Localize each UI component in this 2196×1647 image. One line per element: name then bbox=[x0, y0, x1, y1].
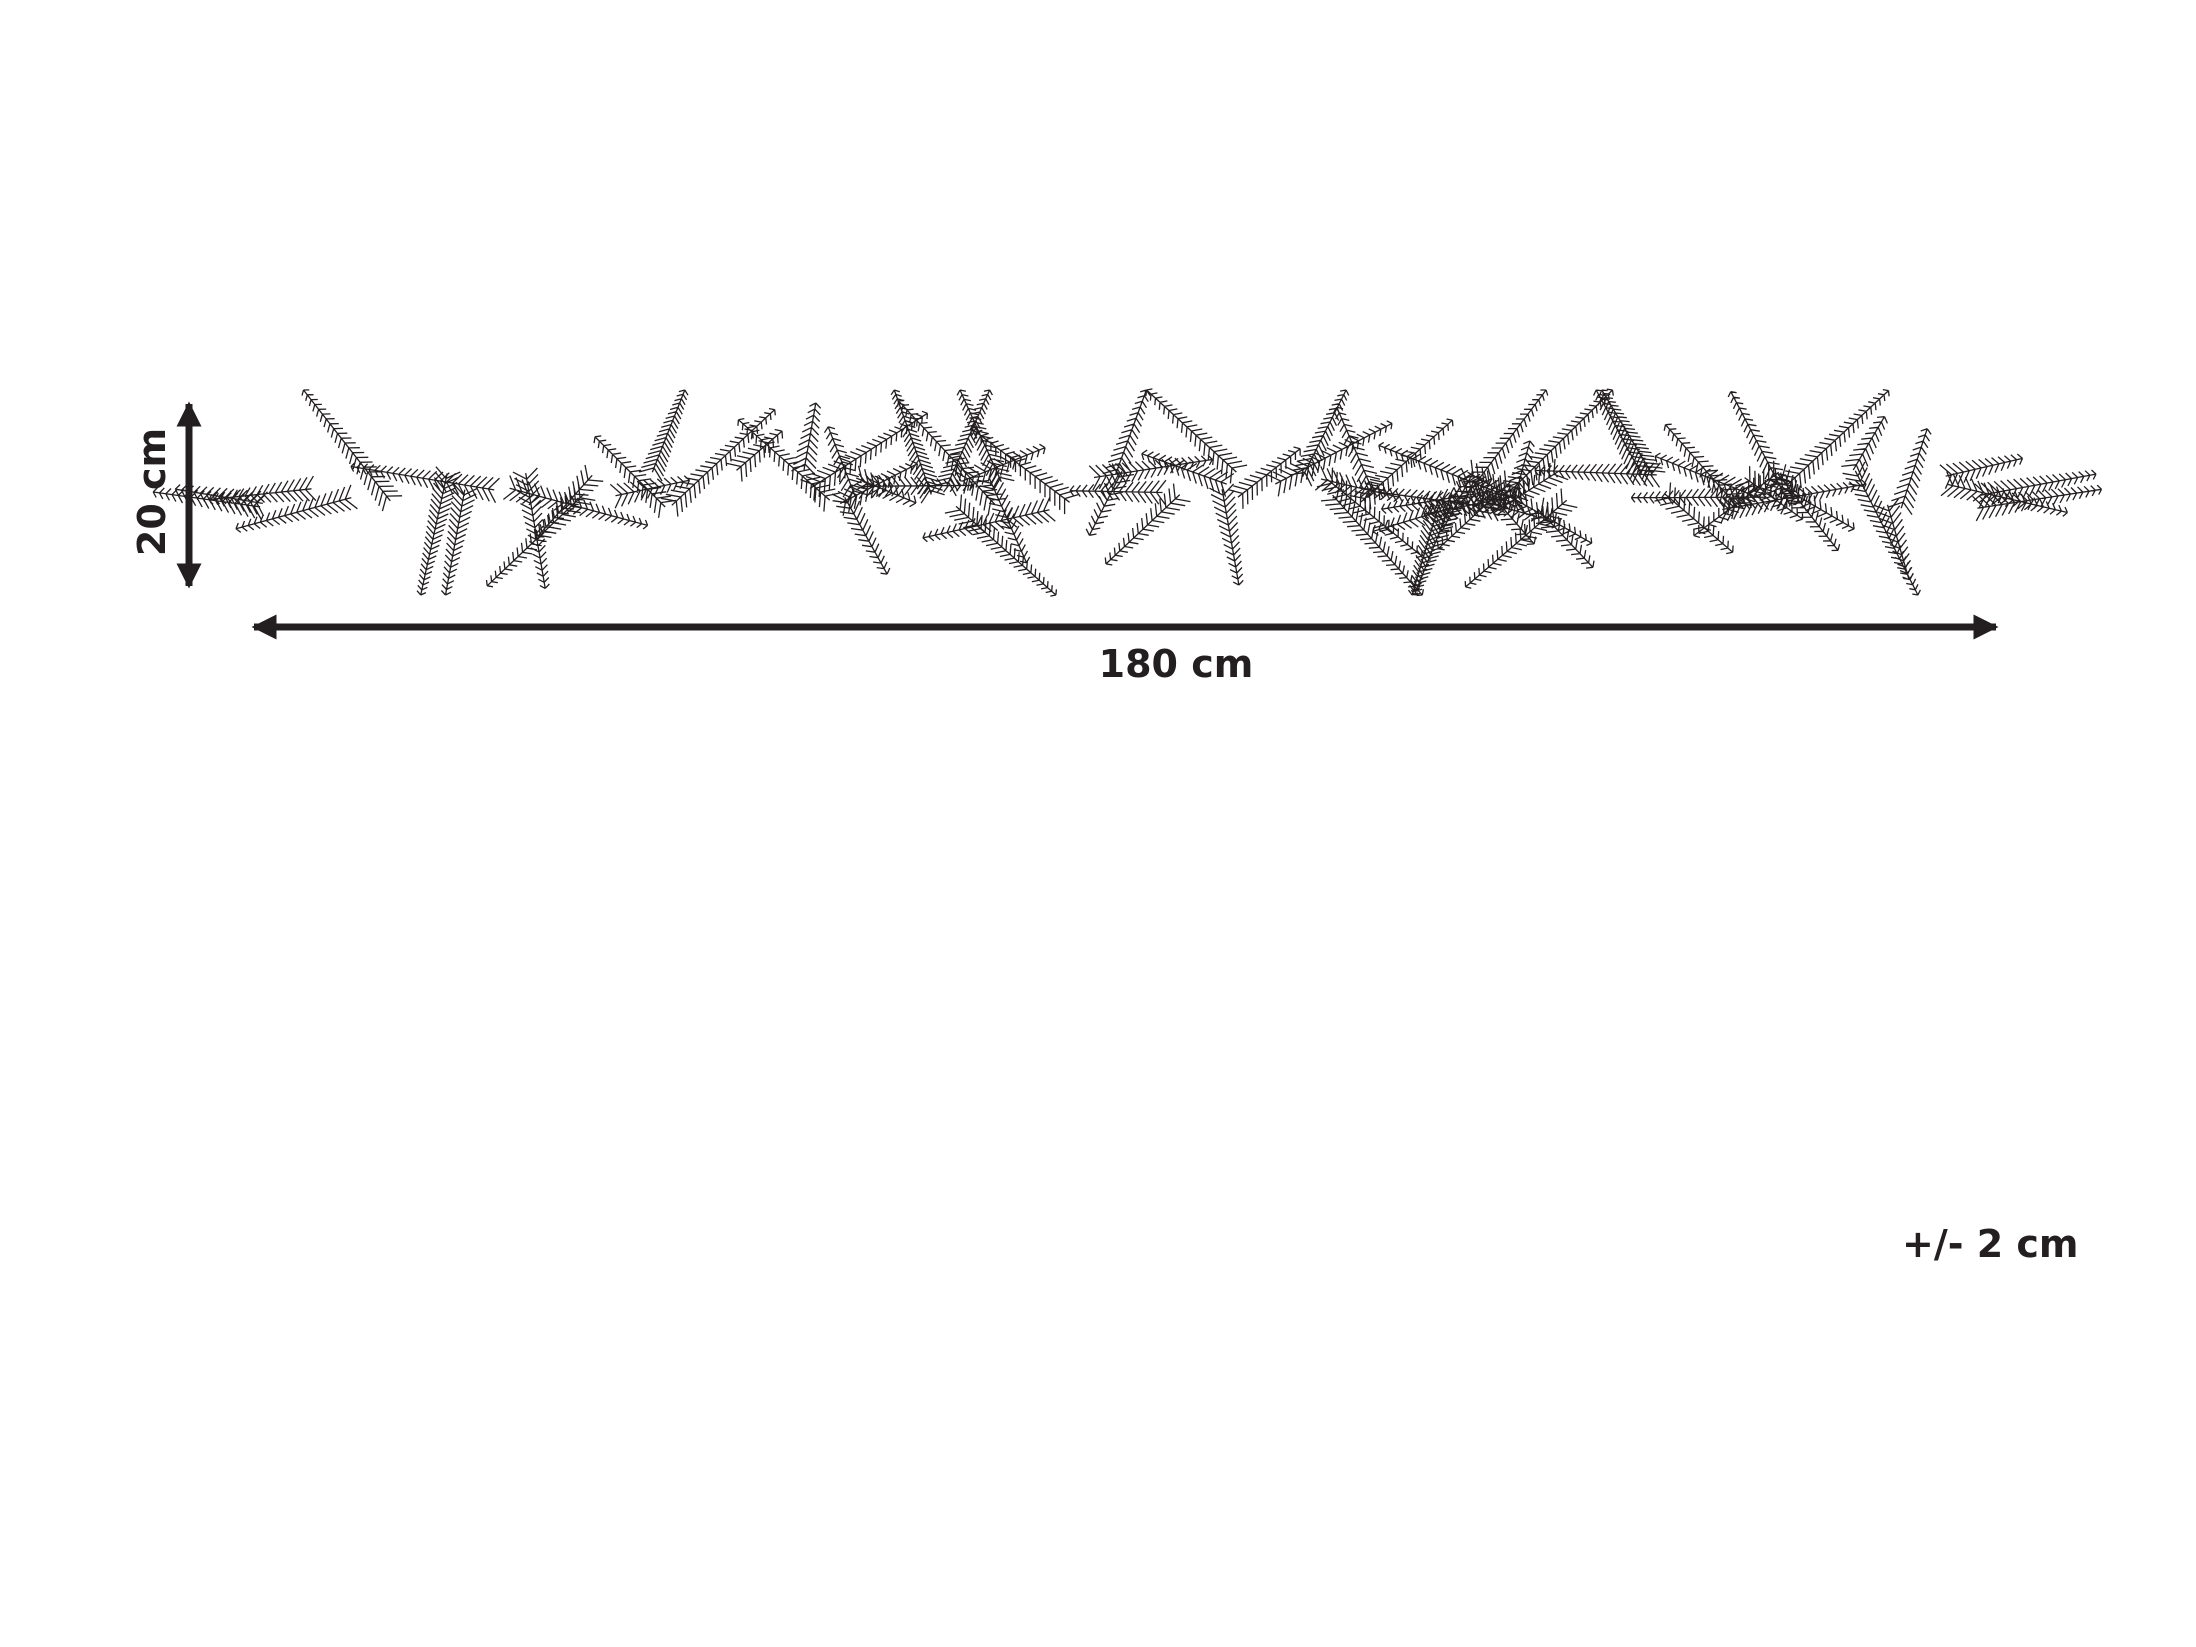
pine-garland-icon bbox=[152, 388, 2103, 597]
width-label: 180 cm bbox=[1098, 642, 1254, 686]
height-label: 20 cm bbox=[130, 427, 174, 557]
tolerance-label: +/- 2 cm bbox=[1902, 1222, 2079, 1266]
pine-branches bbox=[152, 388, 2103, 597]
